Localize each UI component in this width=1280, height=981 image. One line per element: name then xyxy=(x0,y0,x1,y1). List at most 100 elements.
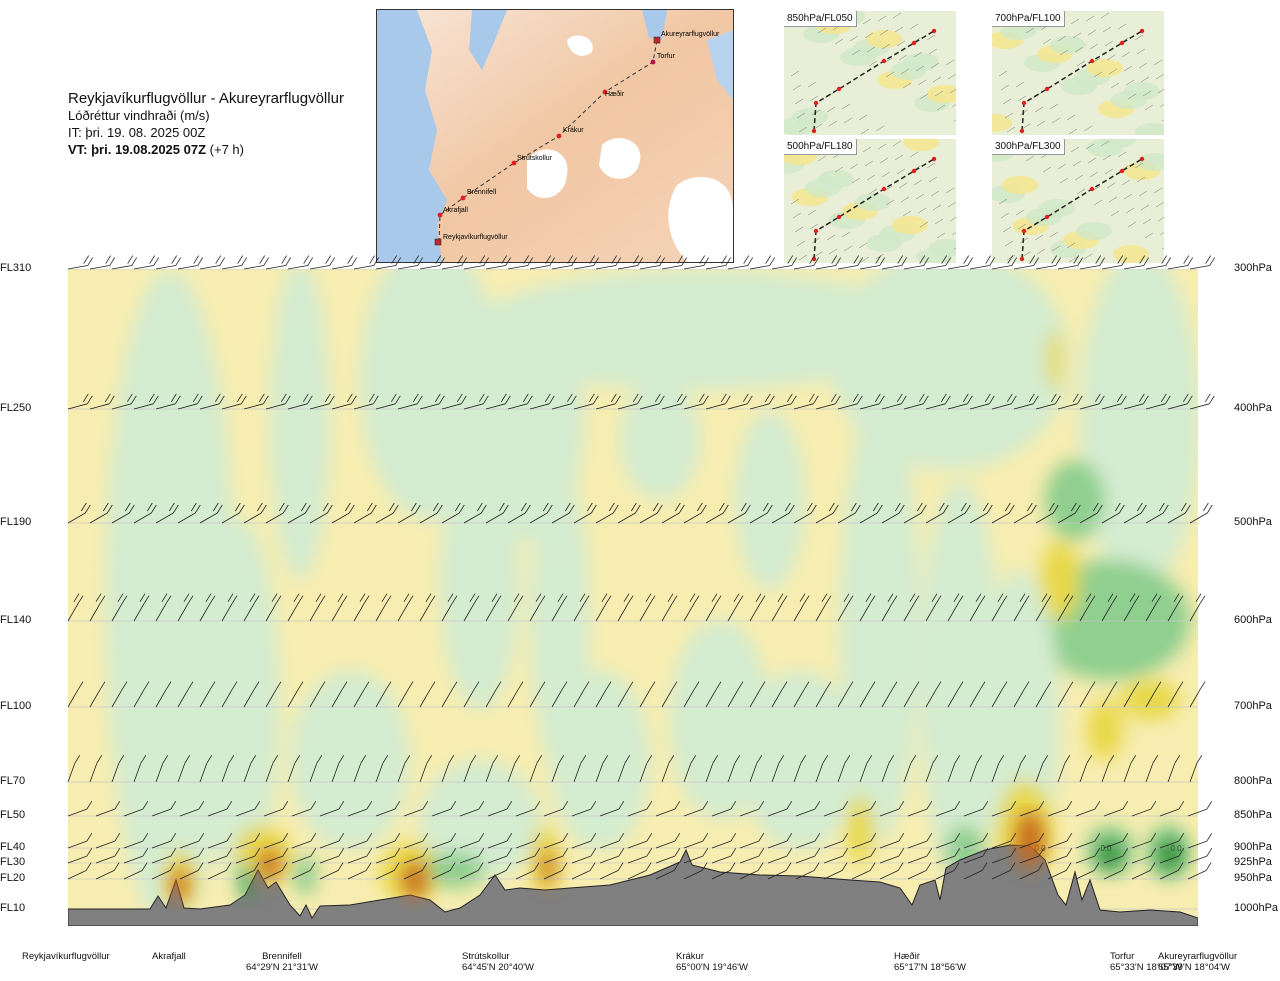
panel-wind-barb xyxy=(1093,199,1103,206)
wind-barb xyxy=(793,593,810,622)
panel-wind-barb xyxy=(1102,154,1112,161)
wind-barb xyxy=(879,800,905,817)
panel-wind-barb xyxy=(1070,18,1080,25)
wind-barb xyxy=(1019,847,1045,864)
wind-barb xyxy=(375,800,401,817)
wind-barb xyxy=(683,681,700,708)
wind-barb xyxy=(419,502,443,524)
wind-barb xyxy=(903,681,920,708)
hpa-label: 600hPa xyxy=(1234,614,1272,626)
wind-barb xyxy=(133,255,160,270)
wind-barb xyxy=(397,593,414,622)
panel-wind-barb xyxy=(1140,76,1150,83)
panel-wind-barb xyxy=(1123,65,1133,72)
panel-wind-barb xyxy=(1087,29,1097,36)
wind-barb xyxy=(235,862,260,880)
wind-barb xyxy=(459,847,485,864)
wind-barb xyxy=(319,800,345,817)
field-background xyxy=(68,269,1198,926)
panel-wind-barb xyxy=(1021,123,1031,130)
panel-wind-barb xyxy=(1144,232,1154,239)
panel-wind-barb xyxy=(864,32,874,39)
wind-barb xyxy=(155,393,181,410)
field-blob xyxy=(270,269,330,580)
wind-barb xyxy=(815,502,839,524)
wind-barb xyxy=(221,593,238,622)
wind-barb xyxy=(199,593,216,622)
wind-barb xyxy=(487,862,512,880)
panel-wind-barb xyxy=(790,70,800,77)
panel-route-point-icon xyxy=(813,100,819,106)
wind-barb xyxy=(903,393,929,410)
panel-wind-barb xyxy=(1074,174,1084,181)
panel-field-blob xyxy=(1087,59,1123,77)
map-label-akrafjall: Akrafjall xyxy=(443,207,468,214)
wind-barb xyxy=(947,754,961,783)
wind-barb xyxy=(199,255,226,270)
wind-barb xyxy=(727,754,741,783)
wind-barb xyxy=(771,393,797,410)
panel-500: 500hPa/FL180 xyxy=(784,139,956,263)
hpa-label: 900hPa xyxy=(1234,841,1272,853)
panel-wind-barb xyxy=(930,62,940,69)
field-blob xyxy=(1040,540,1080,620)
wind-barb xyxy=(947,502,971,524)
wind-barb xyxy=(375,593,392,622)
wind-barb xyxy=(1145,393,1171,410)
wind-barb xyxy=(441,754,455,783)
wind-barb xyxy=(95,862,120,880)
wind-barb xyxy=(551,393,577,410)
wind-barb xyxy=(1057,593,1074,622)
wind-barb xyxy=(599,862,624,880)
wind-barb xyxy=(529,754,543,783)
wind-barb xyxy=(133,754,147,783)
field-blob xyxy=(531,825,559,895)
wind-barb xyxy=(155,502,179,524)
panel-wind-barb xyxy=(1140,204,1150,211)
wind-barb xyxy=(487,832,513,849)
panel-wind-barb xyxy=(817,27,827,34)
map-point-torfur-icon xyxy=(650,59,656,65)
wind-barb xyxy=(617,681,634,708)
wind-barb xyxy=(969,393,995,410)
wind-barb xyxy=(969,593,986,622)
wind-barb xyxy=(711,800,737,817)
panel-wind-barb xyxy=(834,166,844,173)
panel-field-blob xyxy=(1124,82,1160,100)
panel-wind-barb xyxy=(1104,40,1114,47)
wind-barb xyxy=(1145,593,1162,622)
wind-barb xyxy=(353,593,370,622)
wind-barb xyxy=(823,800,849,817)
wind-barb xyxy=(991,847,1017,864)
wind-barb xyxy=(1103,800,1129,817)
wind-barb xyxy=(1159,847,1185,864)
wind-barb xyxy=(403,832,429,849)
panel-wind-barb xyxy=(1127,93,1137,100)
panel-wind-barb xyxy=(1157,216,1164,222)
fl-label: FL100 xyxy=(0,700,32,712)
wind-barb xyxy=(207,800,233,817)
panel-500-label: 500hPa/FL180 xyxy=(784,139,857,155)
panel-850-graphic xyxy=(784,11,956,135)
wind-barb xyxy=(419,754,433,783)
wind-barb xyxy=(771,754,785,783)
panel-wind-barb xyxy=(879,29,889,36)
wind-barb xyxy=(529,593,546,622)
panel-wind-barb xyxy=(1117,23,1127,30)
wind-barb xyxy=(683,754,697,783)
panel-wind-barb xyxy=(945,187,955,194)
wind-barb xyxy=(705,502,729,524)
hpa-label: 925hPa xyxy=(1234,856,1272,868)
wind-barb xyxy=(851,832,877,849)
hpa-label: 700hPa xyxy=(1234,700,1272,712)
wind-barb xyxy=(727,593,744,622)
wind-barb xyxy=(991,832,1017,849)
wind-barb xyxy=(111,502,135,524)
wind-barb xyxy=(727,393,753,410)
wind-barb xyxy=(935,832,961,849)
wind-barb xyxy=(179,800,205,817)
wind-barb xyxy=(907,847,933,864)
wind-barb xyxy=(1013,502,1037,524)
wind-barb xyxy=(749,255,776,270)
wind-barb xyxy=(353,754,367,783)
